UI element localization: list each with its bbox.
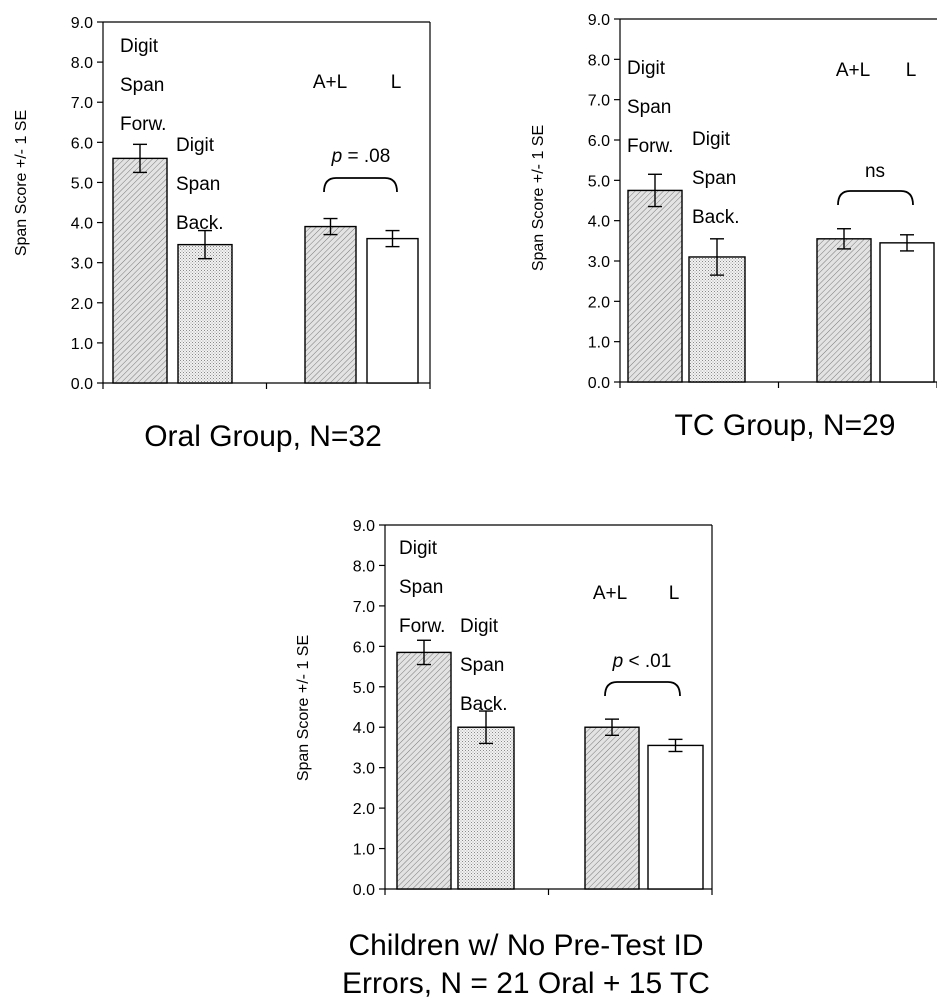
label-a-plus-l: A+L	[313, 72, 347, 93]
y-tick-label: 4.0	[71, 216, 93, 233]
y-tick-label: 9.0	[588, 12, 610, 29]
label-a-plus-l: A+L	[836, 60, 870, 81]
chart-combined-plot: 0.0 1.0 2.0 3.0 4.0 5.0 6.0 7.0 8.0 9.0 Digit Span F…	[353, 518, 713, 899]
significance-bracket	[604, 681, 681, 697]
label-digit-span-forward: Digit Span Forw.	[399, 538, 445, 637]
y-tick-label: 5.0	[71, 175, 93, 192]
significance-bracket	[837, 190, 914, 206]
y-axis-label: Span Score +/- 1 SE	[13, 110, 30, 256]
y-tick-label: 5.0	[353, 680, 375, 697]
bar	[647, 744, 704, 890]
significance-label: p < .01	[612, 651, 672, 672]
chart-oral-plot: 0.0 1.0 2.0 3.0 4.0 5.0 6.0 7.0 8.0 9.0 Digit Span F…	[71, 15, 431, 393]
bar	[177, 243, 233, 384]
chart-caption-line-1: Children w/ No Pre-Test ID	[348, 929, 703, 962]
y-tick-label: 0.0	[588, 375, 610, 392]
label-digit-span-backward: Digit Span Back.	[692, 129, 740, 228]
bar	[879, 242, 935, 383]
bar	[366, 237, 419, 384]
chart-caption-line-2: Errors, N = 21 Oral + 15 TC	[342, 967, 710, 1000]
significance-bracket	[323, 177, 398, 193]
y-tick-label: 8.0	[353, 558, 375, 575]
y-tick-label: 3.0	[588, 254, 610, 271]
y-axis-label: Span Score +/- 1 SE	[530, 125, 547, 271]
bar	[304, 225, 357, 384]
y-tick-label: 3.0	[353, 761, 375, 778]
y-tick-label: 2.0	[353, 801, 375, 818]
y-tick-label: 1.0	[353, 842, 375, 859]
chart-caption: Oral Group, N=32	[144, 420, 382, 453]
bar	[688, 256, 746, 383]
y-tick-label: 8.0	[588, 52, 610, 69]
y-tick-label: 9.0	[71, 15, 93, 32]
label-a-plus-l: A+L	[593, 583, 627, 604]
label-digit-span-backward: Digit Span Back.	[460, 616, 508, 715]
label-digit-span-forward: Digit Span Forw.	[120, 36, 166, 135]
y-tick-label: 4.0	[353, 720, 375, 737]
y-tick-label: 3.0	[71, 256, 93, 273]
y-axis-label: Span Score +/- 1 SE	[295, 635, 312, 781]
chart-oral-group: 0.0 1.0 2.0 3.0 4.0 5.0 6.0 7.0 8.0 9.0 Digit Span F…	[13, 15, 431, 453]
label-l: L	[391, 72, 402, 93]
label-l: L	[669, 583, 680, 604]
y-tick-label: 0.0	[71, 376, 93, 393]
bar	[816, 238, 872, 383]
label-digit-span-forward: Digit Span Forw.	[627, 58, 673, 157]
bar	[584, 726, 640, 890]
y-tick-label: 6.0	[588, 133, 610, 150]
y-tick-label: 4.0	[588, 214, 610, 231]
y-tick-label: 2.0	[71, 296, 93, 313]
significance-label: ns	[865, 161, 885, 182]
label-digit-span-backward: Digit Span Back.	[176, 135, 224, 234]
bar	[396, 651, 452, 890]
bar	[112, 157, 168, 384]
bar	[627, 189, 683, 383]
chart-tc-plot: 0.0 1.0 2.0 3.0 4.0 5.0 6.0 7.0 8.0 9.0 Digit Span F…	[588, 12, 937, 392]
y-tick-label: 2.0	[588, 294, 610, 311]
y-tick-label: 7.0	[353, 599, 375, 616]
chart-tc-group: 0.0 1.0 2.0 3.0 4.0 5.0 6.0 7.0 8.0 9.0 Digit Span F…	[530, 12, 937, 442]
y-tick-label: 1.0	[588, 335, 610, 352]
y-tick-label: 7.0	[588, 93, 610, 110]
chart-no-pretest-errors: 0.0 1.0 2.0 3.0 4.0 5.0 6.0 7.0 8.0 9.0 Digit Span F…	[295, 518, 713, 1000]
y-tick-label: 9.0	[353, 518, 375, 535]
y-tick-label: 7.0	[71, 95, 93, 112]
y-tick-label: 8.0	[71, 55, 93, 72]
label-l: L	[906, 60, 917, 81]
y-tick-label: 0.0	[353, 882, 375, 899]
chart-caption: TC Group, N=29	[675, 409, 896, 442]
y-tick-label: 6.0	[71, 135, 93, 152]
y-tick-label: 1.0	[71, 336, 93, 353]
y-tick-label: 5.0	[588, 173, 610, 190]
y-tick-label: 6.0	[353, 639, 375, 656]
bar	[457, 726, 515, 890]
significance-label: p = .08	[331, 146, 391, 167]
